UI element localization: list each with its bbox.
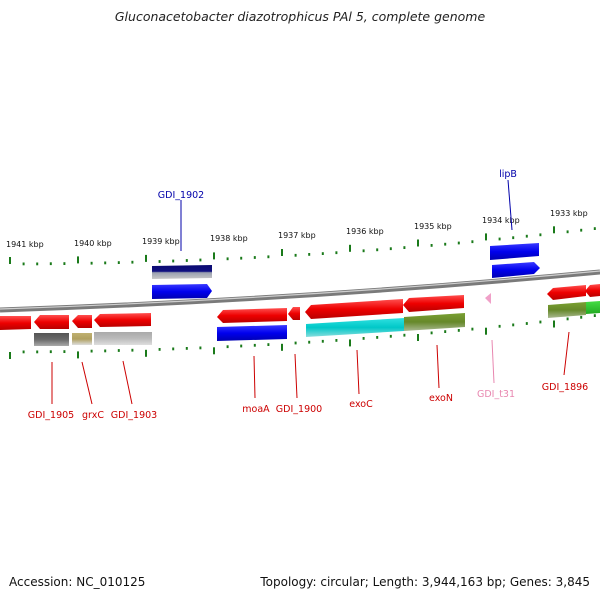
gene-exon-feature[interactable] bbox=[404, 313, 465, 331]
genome-backbone-highlight bbox=[0, 270, 600, 310]
gene-arrow-right-edge[interactable] bbox=[585, 284, 600, 297]
accession-text: Accession: NC_010125 bbox=[9, 575, 146, 589]
gene-label-gdi1905[interactable]: GDI_1905 bbox=[28, 410, 74, 421]
leader-line bbox=[356, 349, 360, 395]
gene-label-gdi1896[interactable]: GDI_1896 bbox=[542, 382, 588, 393]
scale-label: 1939 kbp bbox=[142, 237, 180, 246]
leader-line bbox=[436, 344, 440, 389]
leader-line bbox=[253, 355, 256, 399]
gene-gdit31-marker[interactable] bbox=[485, 293, 491, 304]
gene-green-feature-right-edge[interactable] bbox=[586, 301, 600, 314]
map-title: Gluconacetobacter diazotrophicus PAl 5, … bbox=[114, 9, 486, 24]
gene-label-exoc[interactable]: exoC bbox=[349, 399, 373, 410]
gene-gdi1905-feature[interactable] bbox=[34, 333, 69, 346]
genome-backbone bbox=[0, 269, 600, 313]
scale-label: 1941 kbp bbox=[6, 240, 44, 249]
gene-exoc-feature[interactable] bbox=[306, 318, 404, 337]
leader-line bbox=[491, 339, 495, 384]
gene-lipb-feature[interactable] bbox=[490, 243, 539, 260]
gene-arrow-left-edge[interactable] bbox=[0, 316, 31, 330]
scale-label: 1933 kbp bbox=[550, 209, 588, 218]
scale-label: 1937 kbp bbox=[278, 231, 316, 240]
outer-scale-ticks bbox=[9, 226, 596, 266]
leader-line bbox=[81, 361, 93, 405]
gene-gdi1903-arrow[interactable] bbox=[94, 313, 151, 327]
leader-line bbox=[122, 360, 133, 405]
scale-label: 1936 kbp bbox=[346, 227, 384, 236]
gene-gdi1896-arrow[interactable] bbox=[547, 285, 586, 300]
gene-label-moaa[interactable]: moaA bbox=[242, 404, 270, 415]
gene-label-gdi1903[interactable]: GDI_1903 bbox=[111, 410, 157, 421]
gene-lipb-arrow[interactable] bbox=[492, 262, 540, 278]
scale-label: 1935 kbp bbox=[414, 222, 452, 231]
scale-label: 1938 kbp bbox=[210, 234, 248, 243]
gene-label-gdit31[interactable]: GDI_t31 bbox=[477, 389, 515, 400]
gene-exon-arrow[interactable] bbox=[403, 295, 464, 312]
leader-line bbox=[507, 179, 513, 231]
scale-label: 1940 kbp bbox=[74, 239, 112, 248]
gene-moaa-arrow[interactable] bbox=[217, 308, 287, 323]
gene-label-grxc[interactable]: grxC bbox=[82, 410, 104, 421]
gene-label-lipb[interactable]: lipB bbox=[499, 169, 517, 180]
scale-label: 1934 kbp bbox=[482, 216, 520, 225]
leader-line bbox=[563, 331, 570, 376]
gene-gdi1902-arrow[interactable] bbox=[152, 284, 212, 299]
gene-label-gdi1900[interactable]: GDI_1900 bbox=[276, 404, 322, 415]
gene-grxc-feature[interactable] bbox=[72, 333, 92, 345]
gene-label-exon[interactable]: exoN bbox=[429, 393, 453, 404]
gene-gdi1903-feature[interactable] bbox=[94, 332, 152, 345]
inner-scale-ticks bbox=[9, 314, 596, 359]
leader-line bbox=[294, 353, 298, 399]
gene-gdi1905-arrow[interactable] bbox=[34, 315, 69, 329]
gene-exoc-arrow[interactable] bbox=[305, 299, 403, 319]
gene-gdi1902-feature[interactable] bbox=[152, 265, 212, 279]
gene-gdi1896-feature[interactable] bbox=[548, 302, 586, 318]
genome-summary-text: Topology: circular; Length: 3,944,163 bp… bbox=[260, 575, 590, 589]
gene-moaa-feature[interactable] bbox=[217, 325, 287, 341]
gene-gdi1900-arrow[interactable] bbox=[288, 307, 300, 320]
gene-label-gdi1902[interactable]: GDI_1902 bbox=[158, 190, 204, 201]
gene-grxc-arrow[interactable] bbox=[72, 315, 92, 328]
